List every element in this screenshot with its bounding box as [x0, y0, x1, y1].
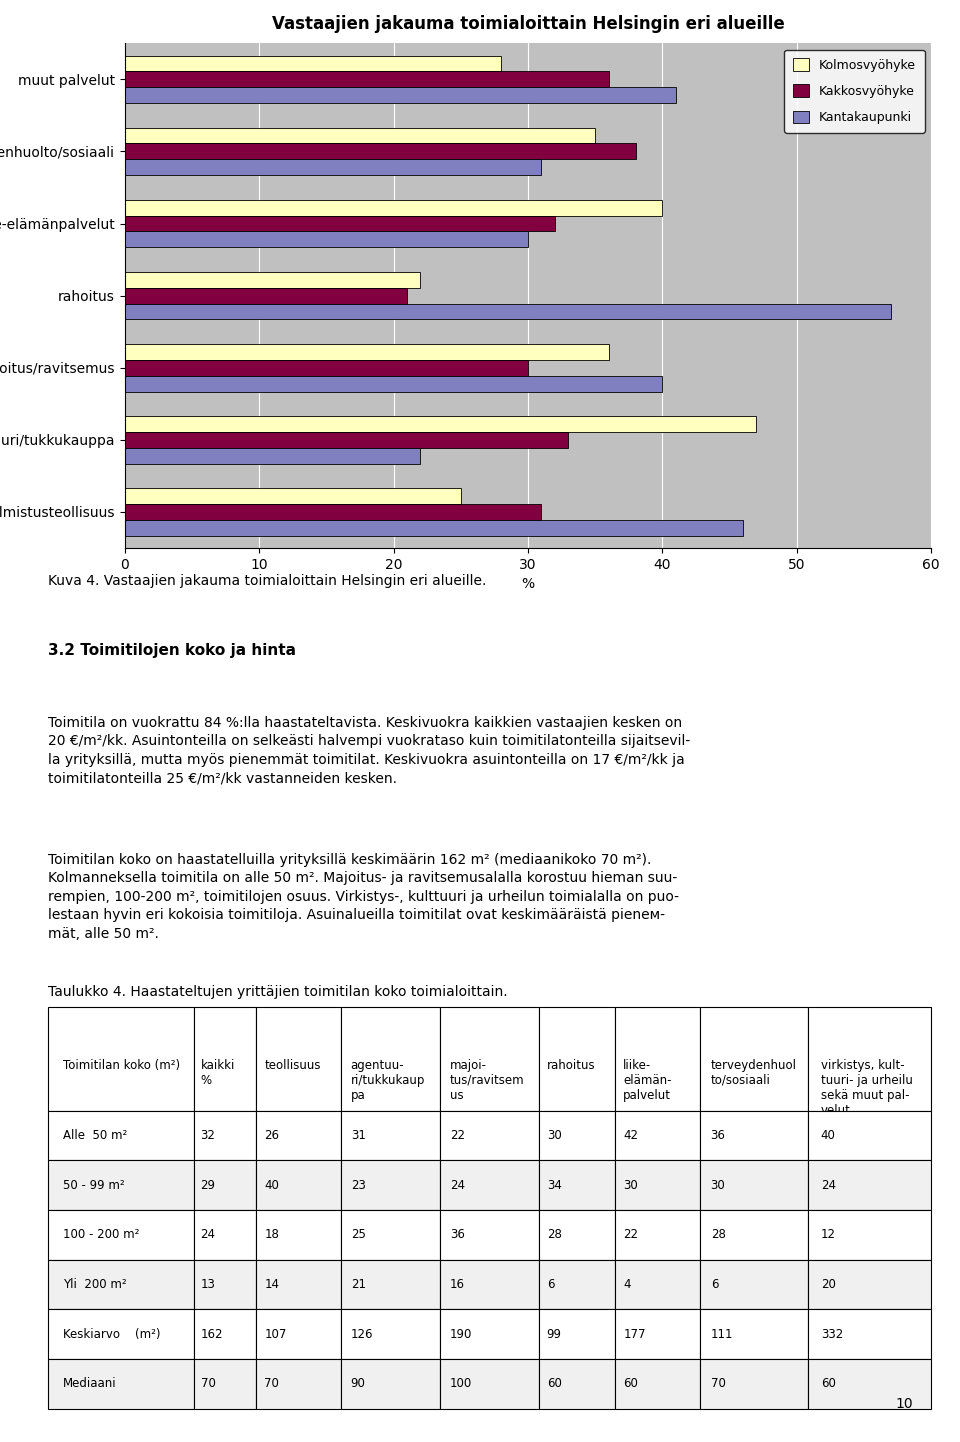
- Bar: [125, 271, 420, 288]
- Bar: [125, 343, 609, 359]
- X-axis label: %: %: [521, 577, 535, 591]
- Bar: [125, 159, 541, 174]
- Bar: [125, 433, 568, 447]
- Bar: [125, 303, 891, 320]
- Bar: [125, 200, 662, 216]
- Text: Toimitilan koko on haastatelluilla yrityksillä keskimäärin 162 m² (mediaanikoko : Toimitilan koko on haastatelluilla yrity…: [48, 854, 679, 940]
- Bar: [125, 521, 743, 536]
- Bar: [125, 505, 541, 521]
- Bar: [125, 55, 501, 72]
- Bar: [125, 87, 676, 104]
- Bar: [125, 415, 756, 433]
- Bar: [125, 216, 555, 231]
- Text: Kuva 4. Vastaajien jakauma toimialoittain Helsingin eri alueille.: Kuva 4. Vastaajien jakauma toimialoittai…: [48, 574, 487, 588]
- Text: Taulukko 4. Haastateltujen yrittäjien toimitilan koko toimialoittain.: Taulukko 4. Haastateltujen yrittäjien to…: [48, 985, 508, 999]
- Bar: [125, 143, 636, 159]
- Bar: [125, 288, 407, 304]
- Bar: [125, 71, 609, 87]
- Text: Toimitila on vuokrattu 84 %:lla haastateltavista. Keskivuokra kaikkien vastaajie: Toimitila on vuokrattu 84 %:lla haastate…: [48, 715, 690, 784]
- Bar: [125, 359, 528, 376]
- Bar: [125, 487, 461, 505]
- Legend: Kolmosvyöhyke, Kakkosvyöhyke, Kantakaupunki: Kolmosvyöhyke, Kakkosvyöhyke, Kantakaupu…: [784, 49, 924, 133]
- Bar: [125, 231, 528, 248]
- Bar: [125, 447, 420, 464]
- Bar: [125, 376, 662, 392]
- Title: Vastaajien jakauma toimialoittain Helsingin eri alueille: Vastaajien jakauma toimialoittain Helsin…: [272, 16, 784, 33]
- Bar: [125, 127, 595, 144]
- Text: 3.2 Toimitilojen koko ja hinta: 3.2 Toimitilojen koko ja hinta: [48, 643, 296, 658]
- Text: 10: 10: [896, 1397, 914, 1410]
